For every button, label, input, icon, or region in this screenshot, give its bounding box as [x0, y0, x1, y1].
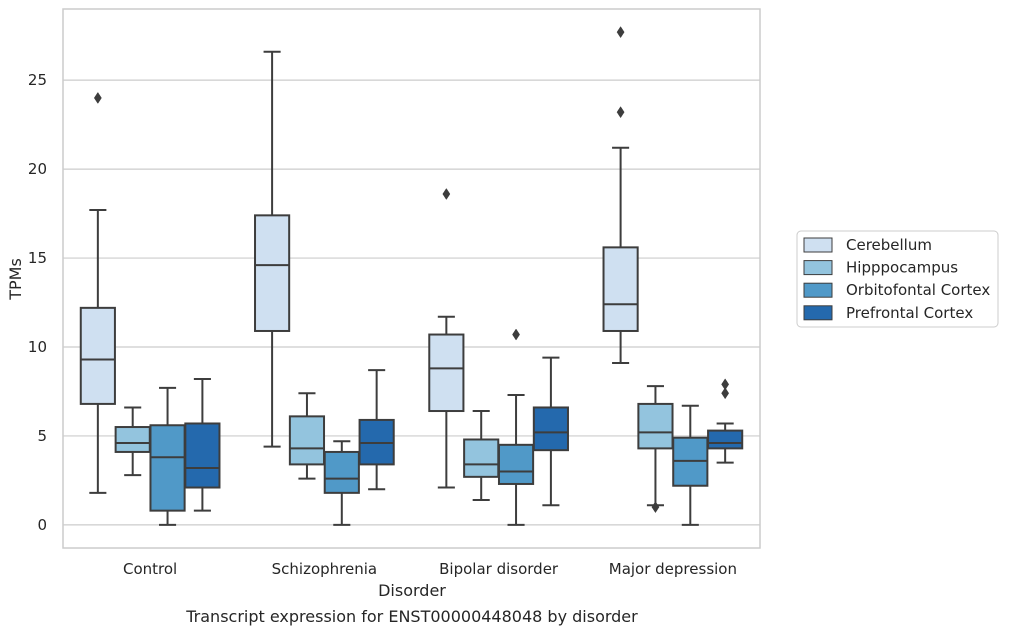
- legend-frame: [796, 230, 999, 328]
- chart-caption: Transcript expression for ENST0000044804…: [185, 607, 638, 626]
- box: [254, 214, 291, 332]
- box-group: [672, 404, 709, 526]
- box: [149, 424, 186, 512]
- box: [323, 450, 360, 494]
- legend: Cerebellum Hipppocampus Orbitofontal Corte…: [796, 230, 999, 328]
- legend-label: Orbitofontal Cortex: [846, 281, 990, 299]
- legend-label: Hipppocampus: [846, 259, 958, 277]
- box-group: [532, 356, 569, 507]
- series-2: [149, 328, 709, 526]
- box: [602, 246, 639, 332]
- x-tick-label: Bipolar disorder: [439, 560, 559, 578]
- box-group: [184, 378, 221, 512]
- box-group: [497, 328, 535, 526]
- box-group: [254, 50, 291, 448]
- box: [532, 406, 569, 452]
- outlier-point: [616, 106, 625, 119]
- box-group: [707, 378, 744, 464]
- y-tick-label: 20: [28, 160, 47, 178]
- x-axis-title: Disorder: [378, 581, 446, 600]
- outlier-point: [616, 26, 625, 39]
- y-tick-label: 0: [37, 516, 47, 534]
- series-1: [114, 385, 674, 514]
- x-tick-label: Control: [123, 560, 177, 578]
- box-group: [358, 369, 395, 491]
- outlier-point: [651, 501, 660, 514]
- box: [184, 422, 221, 489]
- legend-swatch: [803, 282, 833, 298]
- legend-label: Prefrontal Cortex: [846, 304, 973, 322]
- y-tick-label: 15: [28, 249, 47, 267]
- box-group: [637, 385, 674, 514]
- box-group: [463, 410, 500, 501]
- box-group: [149, 386, 186, 526]
- outlier-point: [512, 328, 520, 341]
- box: [707, 429, 744, 450]
- x-tick-label: Major depression: [609, 560, 737, 578]
- plot-frame: [62, 8, 761, 549]
- box-group: [114, 406, 151, 477]
- outlier-point: [93, 91, 102, 104]
- box-group: [288, 392, 326, 480]
- series-0: [79, 26, 639, 494]
- legend-label: Cerebellum: [846, 236, 932, 254]
- box-series: [79, 26, 744, 526]
- box: [428, 333, 465, 413]
- legend-swatch: [803, 260, 833, 276]
- outlier-point: [721, 387, 730, 400]
- legend-swatch: [803, 237, 833, 253]
- box: [497, 443, 535, 485]
- outlier-point: [721, 378, 730, 391]
- y-axis-title: TPMs: [6, 258, 25, 301]
- y-tick-labels: 0 5 10 15 20 25: [28, 71, 47, 534]
- y-tick-label: 25: [28, 71, 47, 89]
- box-group: [79, 91, 116, 494]
- outlier-point: [442, 188, 451, 200]
- box-group: [428, 188, 465, 489]
- box: [79, 306, 116, 405]
- series-3: [184, 356, 744, 512]
- box-group: [323, 440, 360, 526]
- y-tick-label: 5: [37, 427, 47, 445]
- box: [114, 426, 151, 453]
- box: [463, 438, 500, 478]
- box: [637, 402, 674, 450]
- y-tick-label: 10: [28, 338, 47, 356]
- box: [288, 415, 326, 466]
- box-group: [602, 26, 639, 364]
- legend-swatch: [803, 305, 833, 321]
- x-tick-label: Schizophrenia: [272, 560, 377, 578]
- x-tick-labels: Control Schizophrenia Bipolar disorder Majo…: [123, 560, 737, 578]
